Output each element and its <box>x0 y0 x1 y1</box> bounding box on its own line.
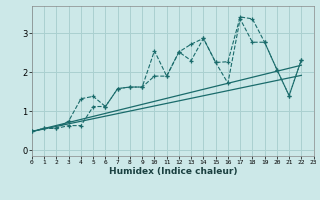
X-axis label: Humidex (Indice chaleur): Humidex (Indice chaleur) <box>108 167 237 176</box>
